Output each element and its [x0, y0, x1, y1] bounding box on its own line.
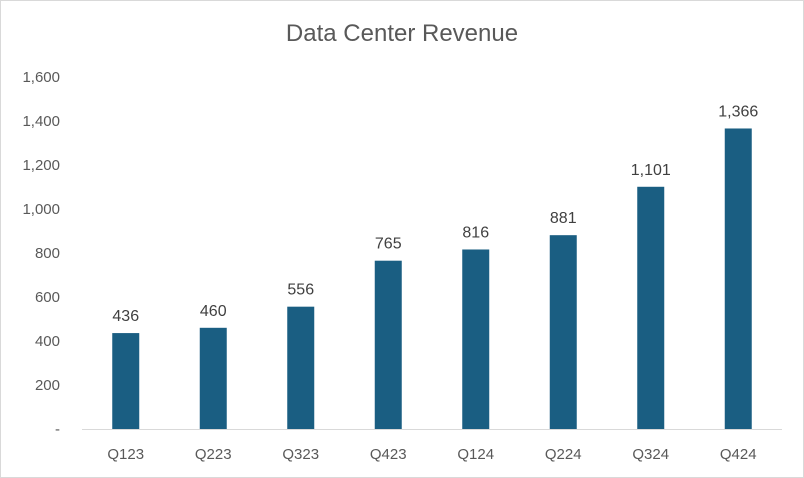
data-label: 460 [200, 303, 227, 320]
chart-title: Data Center Revenue [285, 20, 519, 47]
bar [374, 260, 402, 429]
bar [549, 235, 577, 429]
y-tick-label: - [55, 421, 60, 438]
y-tick-label: 600 [35, 289, 60, 306]
x-tick-label: Q223 [195, 446, 232, 463]
x-tick-label: Q323 [282, 446, 319, 463]
bar [462, 249, 490, 429]
x-tick-label: Q324 [632, 446, 669, 463]
y-tick-label: 400 [35, 333, 60, 350]
y-tick-label: 200 [35, 377, 60, 394]
x-tick-label: Q423 [370, 446, 407, 463]
bar [724, 128, 752, 430]
y-tick-label: 1,200 [22, 157, 60, 174]
data-label: 1,101 [631, 162, 671, 179]
data-label: 881 [550, 210, 577, 227]
x-tick-label: Q224 [545, 446, 582, 463]
x-tick-label: Q123 [107, 446, 144, 463]
data-label: 1,366 [718, 103, 758, 120]
x-tick-label: Q424 [720, 446, 757, 463]
bar [199, 327, 227, 429]
data-label: 816 [462, 224, 489, 241]
y-tick-label: 1,000 [22, 201, 60, 218]
data-label: 556 [287, 282, 314, 299]
x-tick-label: Q124 [457, 446, 494, 463]
bar [112, 333, 140, 429]
bar [287, 306, 315, 429]
y-tick-label: 800 [35, 245, 60, 262]
y-tick-label: 1,600 [22, 69, 60, 86]
data-label: 765 [375, 236, 402, 253]
data-label: 436 [112, 308, 139, 325]
bar [637, 186, 665, 429]
y-tick-label: 1,400 [22, 113, 60, 130]
